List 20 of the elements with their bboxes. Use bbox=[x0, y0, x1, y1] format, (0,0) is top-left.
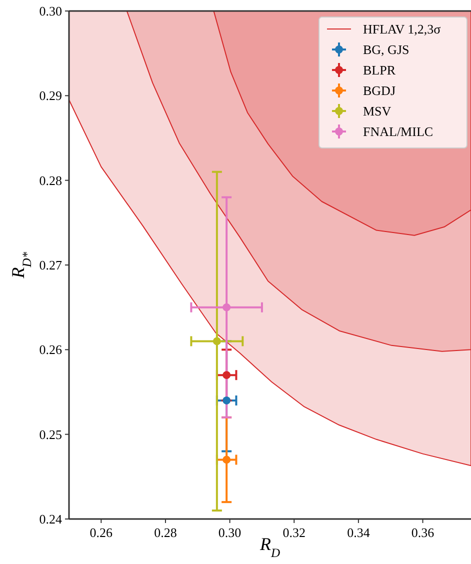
legend-label: FNAL/MILC bbox=[363, 124, 434, 139]
legend-label: BLPR bbox=[363, 62, 396, 78]
y-tick-label: 0.25 bbox=[39, 426, 62, 442]
y-tick-label: 0.24 bbox=[39, 512, 62, 526]
x-tick-label: 0.36 bbox=[411, 525, 435, 540]
x-tick-label: 0.34 bbox=[347, 525, 370, 540]
legend-label: BG, GJS bbox=[363, 42, 410, 57]
y-tick-label: 0.29 bbox=[39, 88, 62, 104]
x-axis-title: R$_{D}$ bbox=[258, 534, 280, 560]
x-tick-label: 0.26 bbox=[90, 525, 114, 540]
legend-label: BGDJ bbox=[363, 83, 396, 98]
y-tick-label: 0.26 bbox=[39, 342, 62, 358]
y-tick-label: 0.27 bbox=[39, 258, 62, 272]
y-tick-label: 0.28 bbox=[39, 172, 62, 188]
x-tick-label: 0.30 bbox=[218, 525, 242, 540]
legend-label: HFLAV 1,2,3σ bbox=[363, 22, 441, 36]
legend-label: MSV bbox=[363, 104, 392, 118]
x-tick-label: 0.28 bbox=[154, 525, 177, 540]
x-tick-label: 0.32 bbox=[282, 525, 306, 540]
y-tick-label: 0.30 bbox=[39, 4, 62, 18]
